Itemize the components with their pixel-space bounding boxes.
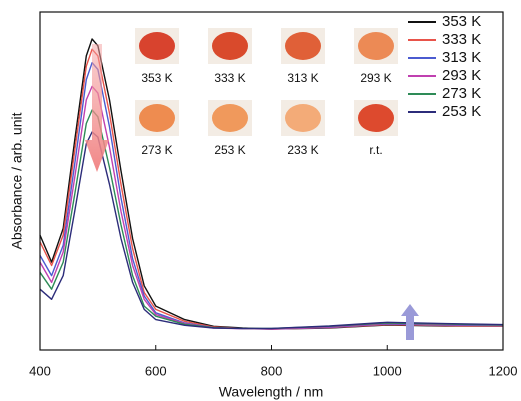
legend-label: 293 K — [442, 67, 481, 84]
inset-sample — [139, 32, 175, 60]
inset-sample — [358, 32, 394, 60]
plot-area — [39, 38, 504, 330]
spectrum-line — [39, 85, 504, 330]
spectrum-line — [39, 131, 504, 330]
x-axis-label: Wavelength / nm — [219, 384, 324, 400]
spectrum-line — [39, 48, 504, 330]
x-tick-label: 1000 — [373, 363, 402, 378]
increase-arrow — [401, 304, 419, 340]
inset-label: 333 K — [214, 71, 245, 85]
legend-label: 313 K — [442, 49, 481, 66]
legend-label: 273 K — [442, 85, 481, 102]
inset-sample — [285, 32, 321, 60]
inset-sample — [212, 104, 248, 132]
inset-label: 353 K — [141, 71, 172, 85]
inset-label: 293 K — [360, 71, 391, 85]
x-tick-label: 400 — [29, 363, 51, 378]
inset-sample — [212, 32, 248, 60]
y-axis-label: Absorbance / arb. unit — [9, 112, 25, 249]
x-tick-label: 800 — [261, 363, 283, 378]
inset-sample — [358, 104, 394, 132]
legend-label: 353 K — [442, 13, 481, 30]
inset-label: 273 K — [141, 143, 172, 157]
axes-frame — [39, 11, 504, 351]
decrease-arrow — [85, 44, 109, 172]
inset-sample — [285, 104, 321, 132]
legend-label: 333 K — [442, 31, 481, 48]
inset-label: r.t. — [369, 143, 382, 157]
inset-label: 233 K — [287, 143, 318, 157]
inset-label: 253 K — [214, 143, 245, 157]
legend-label: 253 K — [442, 103, 481, 120]
spectrum-line — [39, 109, 504, 330]
x-tick-label: 1200 — [489, 363, 518, 378]
x-tick-label: 600 — [145, 363, 167, 378]
inset-label: 313 K — [287, 71, 318, 85]
inset-sample — [139, 104, 175, 132]
